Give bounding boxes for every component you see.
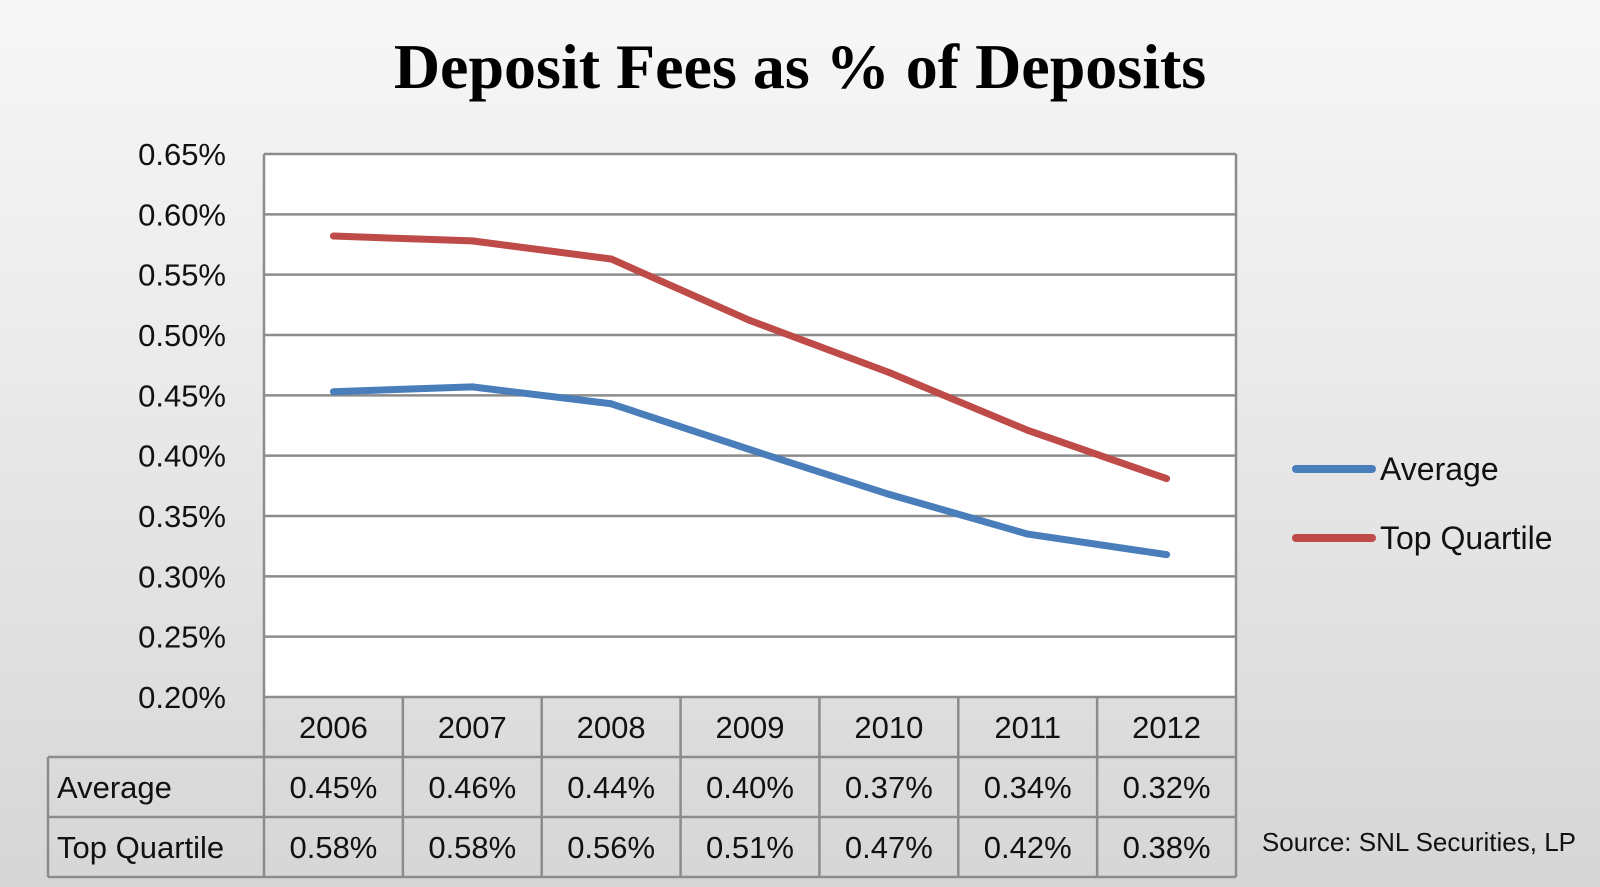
data-label: 0.40%: [706, 770, 794, 805]
data-label: 0.51%: [706, 830, 794, 865]
chart-title: Deposit Fees as % of Deposits: [394, 31, 1206, 102]
y-tick-label: 0.30%: [138, 559, 226, 594]
data-point: [1024, 530, 1032, 538]
data-label: 0.44%: [567, 770, 655, 805]
y-tick-label: 0.55%: [138, 258, 226, 293]
x-tick-label: 2008: [577, 710, 646, 745]
data-point: [1163, 551, 1171, 559]
data-point: [885, 368, 893, 376]
data-table: 2006 2007 2008 2009 2010 2011 2012 Average 0.45%…: [46, 695, 1238, 879]
series-lines: [329, 232, 1171, 559]
data-point: [746, 446, 754, 454]
gridlines: [264, 152, 1236, 638]
data-label: 0.45%: [289, 770, 377, 805]
data-label: 0.37%: [845, 770, 933, 805]
y-tick-label: 0.35%: [138, 499, 226, 534]
y-tick-label: 0.60%: [138, 197, 226, 232]
data-point: [329, 232, 337, 240]
data-point: [1163, 475, 1171, 483]
legend-label: Top Quartile: [1380, 520, 1553, 556]
y-tick-label: 0.20%: [138, 680, 226, 715]
data-point: [746, 317, 754, 325]
data-point: [607, 255, 615, 263]
y-tick-label: 0.40%: [138, 439, 226, 474]
y-tick-label: 0.65%: [138, 137, 226, 172]
legend-label: Average: [1380, 451, 1499, 487]
plot-area: [264, 154, 1236, 697]
source-note: Source: SNL Securities, LP: [1262, 827, 1576, 857]
data-label: 0.58%: [428, 830, 516, 865]
data-label: 0.56%: [567, 830, 655, 865]
data-label: 0.42%: [984, 830, 1072, 865]
table-row-label: Average: [57, 770, 172, 805]
data-point: [607, 400, 615, 408]
data-label: 0.58%: [289, 830, 377, 865]
data-label: 0.46%: [428, 770, 516, 805]
data-point: [1024, 426, 1032, 434]
x-tick-label: 2006: [299, 710, 368, 745]
y-tick-label: 0.50%: [138, 318, 226, 353]
x-tick-label: 2010: [854, 710, 923, 745]
y-tick-label: 0.25%: [138, 620, 226, 655]
legend: Average Top Quartile: [1292, 451, 1553, 556]
y-axis: 0.65% 0.60% 0.55% 0.50% 0.45% 0.40% 0.35% 0.30%…: [138, 137, 1238, 715]
x-tick-label: 2012: [1132, 710, 1201, 745]
x-tick-label: 2009: [716, 710, 785, 745]
data-point: [468, 237, 476, 245]
x-tick-label: 2007: [438, 710, 507, 745]
data-label: 0.32%: [1123, 770, 1211, 805]
data-point: [329, 388, 337, 396]
table-row-label: Top Quartile: [57, 830, 224, 865]
x-tick-label: 2011: [994, 710, 1061, 745]
data-point: [885, 490, 893, 498]
data-label: 0.38%: [1123, 830, 1211, 865]
y-tick-label: 0.45%: [138, 378, 226, 413]
data-point: [468, 383, 476, 391]
data-label: 0.34%: [984, 770, 1072, 805]
data-label: 0.47%: [845, 830, 933, 865]
